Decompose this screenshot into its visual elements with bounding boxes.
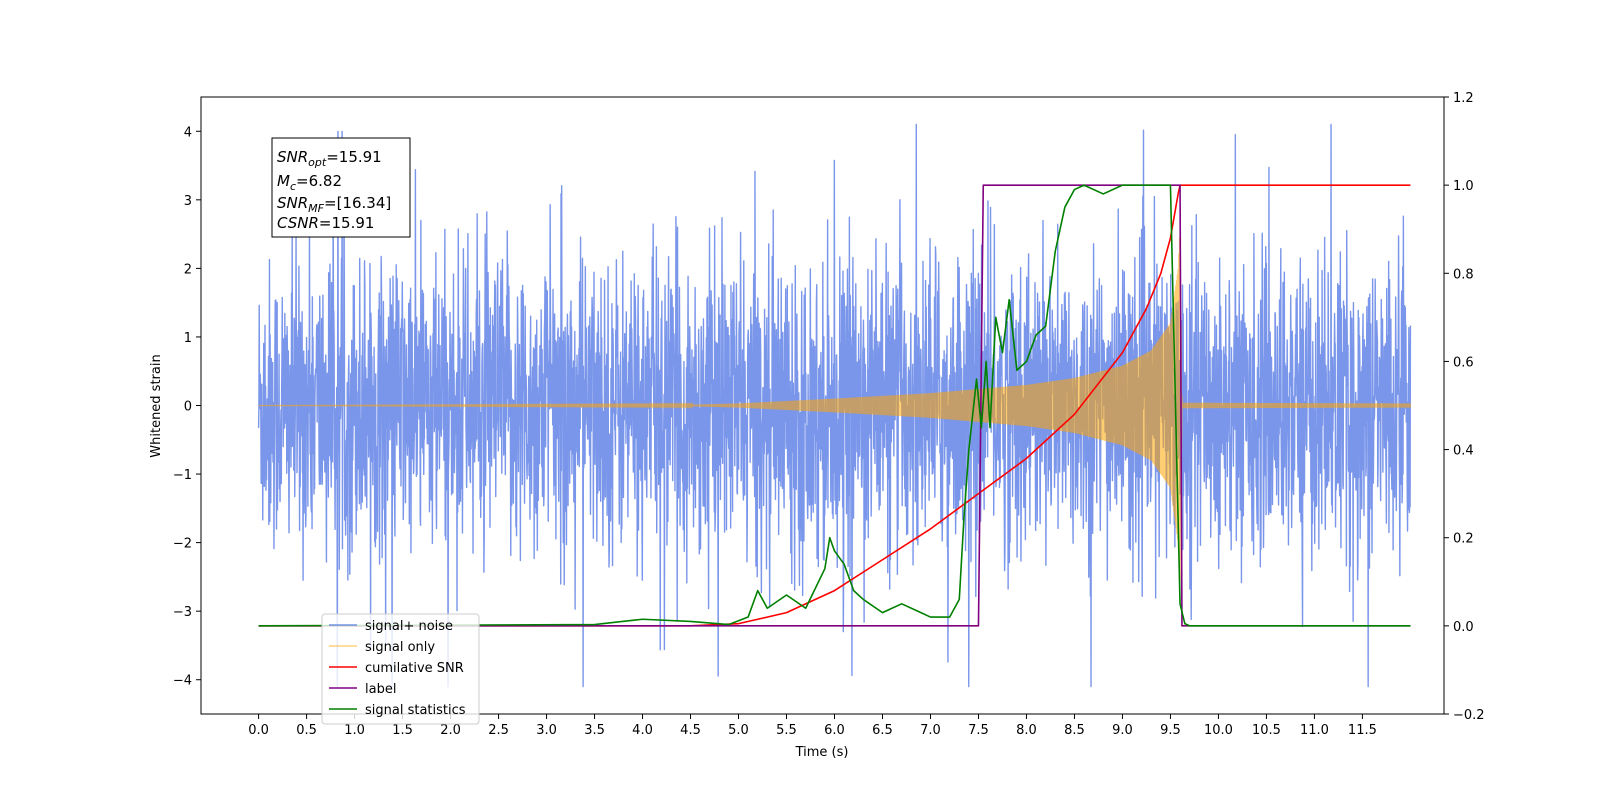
annotation-snr-mf: SNRMF=[16.34] [277, 194, 391, 215]
x-tick-label: 5.5 [776, 723, 797, 738]
annotation-csnr: CSNR=15.91 [277, 214, 374, 232]
y-left-tick-label: 0 [184, 400, 192, 415]
x-tick-label: 4.0 [632, 723, 653, 738]
y-left-tick-label: −4 [173, 674, 192, 689]
y-left-tick-label: −2 [173, 537, 192, 552]
y-left-tick-label: 1 [184, 331, 192, 346]
legend-label-cumulative-snr: cumilative SNR [365, 661, 464, 676]
x-tick-label: 11.5 [1348, 723, 1377, 738]
x-tick-label: 2.5 [488, 723, 509, 738]
y-right-tick-label: 0.8 [1453, 267, 1474, 282]
x-tick-label: 3.0 [536, 723, 557, 738]
x-tick-label: 0.5 [296, 723, 317, 738]
legend-frame [321, 613, 480, 725]
x-tick-label: 7.5 [968, 723, 989, 738]
annotation-frame [271, 137, 411, 238]
x-tick-label: 8.5 [1064, 723, 1085, 738]
x-tick-label: 0.0 [248, 723, 269, 738]
x-tick-label: 10.5 [1252, 723, 1281, 738]
annotation-mc: Mc=6.82 [277, 172, 342, 193]
x-tick-label: 1.5 [392, 723, 413, 738]
annotation-snr-opt: SNRopt=15.91 [277, 148, 382, 169]
y-right-tick-label: 0.2 [1453, 532, 1474, 547]
x-tick-label: 6.0 [824, 723, 845, 738]
y-left-tick-label: −1 [173, 468, 192, 483]
x-tick-label: 9.0 [1112, 723, 1133, 738]
x-tick-label: 3.5 [584, 723, 605, 738]
y-axis-right: −0.2 0.0 0.2 0.4 0.6 0.8 1.0 1.2 [1444, 91, 1485, 723]
y-left-tick-label: 2 [184, 262, 192, 277]
x-tick-label: 2.0 [440, 723, 461, 738]
x-axis-title: Time (s) [795, 745, 849, 760]
y-right-tick-label: 0.0 [1453, 620, 1474, 635]
annotation-box: SNRopt=15.91 Mc=6.82 SNRMF=[16.34] CSNR=… [271, 137, 411, 238]
x-axis: 0.0 0.5 1.0 1.5 2.0 2.5 3.0 3.5 4.0 4.5 5.0 5.5 6.0 6… [248, 714, 1377, 738]
series-signal-only [258, 237, 1412, 583]
y-right-tick-label: 1.0 [1453, 179, 1474, 194]
x-tick-label: 6.5 [872, 723, 893, 738]
y-right-tick-label: 0.4 [1453, 444, 1474, 459]
x-tick-label: 7.0 [920, 723, 941, 738]
y-right-tick-label: −0.2 [1453, 708, 1485, 723]
x-tick-label: 4.5 [680, 723, 701, 738]
series-cumulative-snr [258, 184, 1411, 627]
x-tick-label: 1.0 [344, 723, 365, 738]
y-axis-left: −4 −3 −2 −1 0 1 2 3 4 [173, 125, 201, 689]
legend-label-signal-statistics: signal statistics [365, 703, 466, 718]
x-tick-label: 5.0 [728, 723, 749, 738]
y-left-tick-label: −3 [173, 605, 192, 620]
series-signal-noise [257, 123, 1412, 688]
x-tick-label: 9.5 [1160, 723, 1181, 738]
y-left-tick-label: 3 [184, 194, 192, 209]
x-tick-label: 11.0 [1300, 723, 1329, 738]
x-tick-label: 8.0 [1016, 723, 1037, 738]
y-axis-title: Whitened strain [149, 354, 164, 457]
plot-area [257, 123, 1412, 688]
y-right-tick-label: 0.6 [1453, 355, 1474, 370]
x-tick-label: 10.0 [1204, 723, 1233, 738]
legend-label-signal-only: signal only [365, 640, 435, 655]
legend: signal+ noise signal only cumilative SNR… [321, 613, 480, 725]
series-signal-statistics [258, 184, 1411, 627]
legend-label-label: label [365, 682, 396, 697]
y-right-tick-label: 1.2 [1453, 91, 1474, 106]
legend-label-signal-noise: signal+ noise [365, 619, 453, 634]
y-left-tick-label: 4 [184, 125, 192, 140]
